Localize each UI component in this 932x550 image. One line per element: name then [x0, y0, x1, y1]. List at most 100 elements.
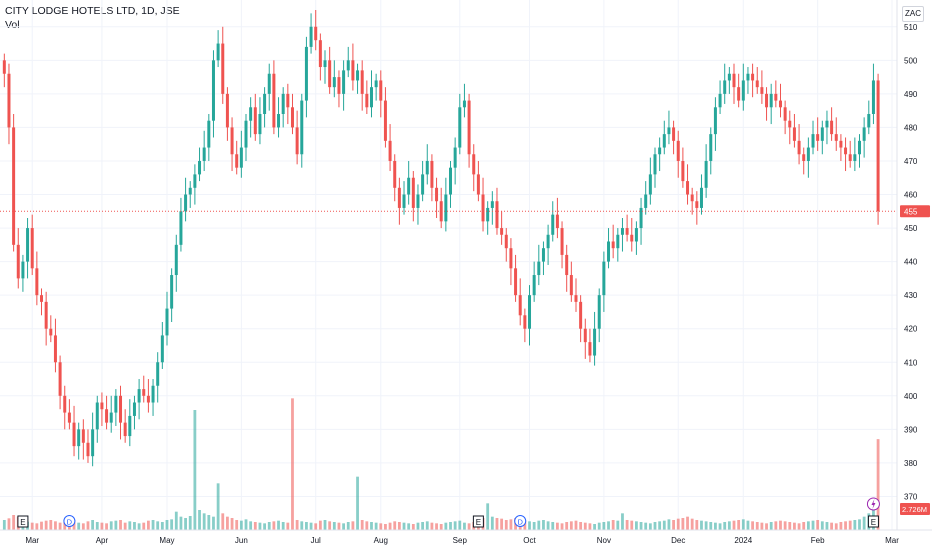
candle-body — [81, 429, 85, 443]
candle-body — [834, 134, 838, 141]
candle-body — [848, 154, 852, 161]
candle-body — [263, 93, 267, 114]
volume-bar — [751, 521, 754, 530]
candle-body — [825, 120, 829, 128]
candle-body — [328, 60, 332, 88]
volume-bar — [509, 519, 513, 530]
candle-body — [867, 114, 871, 128]
candle-body — [862, 127, 866, 141]
candle-body — [360, 70, 364, 94]
volume-bar — [858, 519, 861, 530]
lightning-glyph-icon — [871, 499, 876, 509]
volume-badge-label: 2.726M — [902, 505, 927, 514]
volume-bar — [170, 519, 174, 530]
candle-body — [179, 211, 183, 245]
candle-body — [86, 442, 90, 457]
candle-body — [788, 120, 792, 128]
volume-bar — [272, 521, 276, 530]
volume-bar — [709, 522, 713, 530]
volume-bar — [156, 521, 160, 530]
volume-bar — [546, 521, 550, 530]
volume-bar — [160, 522, 164, 530]
volume-bar — [820, 521, 824, 530]
candle-body — [616, 234, 620, 249]
currency-button[interactable]: ZAC — [902, 6, 924, 22]
volume-bar — [193, 410, 197, 530]
candle-body — [421, 174, 425, 195]
volume-legend-label: Vol — [5, 19, 20, 31]
volume-bar — [109, 521, 113, 530]
volume-bar — [811, 520, 815, 530]
candle-body — [444, 194, 448, 222]
candle-body — [797, 140, 801, 155]
price-axis-tick-label: 390 — [904, 425, 918, 434]
price-axis-tick-label: 460 — [904, 191, 918, 200]
volume-bar — [667, 519, 671, 530]
candle-body — [300, 100, 304, 155]
candle-body — [49, 328, 53, 336]
candle-body — [95, 402, 99, 430]
volume-bar — [221, 513, 225, 530]
candle-body — [644, 194, 648, 208]
candle-body — [690, 194, 694, 202]
volume-bar — [504, 520, 508, 530]
price-axis-tick-label: 480 — [904, 123, 918, 132]
candle-body — [63, 395, 67, 413]
volume-bar — [844, 521, 847, 530]
volume-bar — [714, 522, 717, 530]
volume-bar — [658, 521, 662, 530]
chart-title: CITY LODGE HOTELS LTD, 1D, JSE — [5, 5, 180, 17]
volume-bar — [741, 519, 745, 530]
earnings-marker-icon — [867, 515, 879, 528]
candle-body — [216, 43, 220, 61]
volume-bar — [834, 523, 838, 530]
candle-body — [137, 389, 141, 403]
candle-body — [207, 120, 211, 148]
volume-bar — [393, 521, 397, 530]
candle-body — [435, 187, 439, 202]
candle-body — [211, 60, 215, 121]
candle-body — [374, 80, 378, 88]
volume-bar — [351, 521, 355, 530]
dividend-marker-label: D — [67, 518, 73, 527]
volume-bar — [95, 522, 99, 530]
volume-bar — [639, 522, 643, 530]
volume-bar — [439, 524, 443, 530]
candle-body — [30, 228, 34, 269]
candle-body — [662, 134, 666, 148]
volume-bar — [119, 520, 122, 530]
volume-bar — [328, 521, 332, 530]
candle-body — [379, 80, 383, 101]
candle-body — [709, 134, 713, 161]
volume-bar — [602, 522, 606, 530]
candle-body — [53, 335, 57, 363]
candle-body — [91, 429, 95, 457]
candle-body — [653, 154, 657, 175]
candle-body — [541, 248, 545, 262]
candle-body — [486, 207, 490, 222]
candle-body — [472, 154, 476, 175]
volume-bar — [425, 521, 429, 530]
time-axis-tick-label: Aug — [374, 536, 388, 545]
candle-body — [365, 93, 369, 108]
volume-bar — [574, 520, 578, 530]
volume-bar — [723, 522, 727, 530]
price-axis-tick-label: 500 — [904, 56, 918, 65]
volume-bar — [346, 522, 350, 530]
time-axis-tick-label: Oct — [523, 536, 536, 545]
last-price-badge-label: 455 — [904, 207, 918, 216]
volume-bar — [793, 522, 796, 530]
candle-body — [258, 114, 262, 135]
volume-bar — [235, 520, 239, 530]
volume-bar — [198, 510, 201, 530]
candle-body — [458, 107, 462, 148]
volume-bar — [486, 503, 490, 530]
candle-body — [588, 342, 592, 356]
volume-bar — [58, 522, 62, 530]
volume-bar — [830, 522, 834, 530]
candle-body — [244, 120, 248, 148]
time-axis-tick-label: Apr — [96, 536, 109, 545]
volume-bar — [449, 522, 452, 530]
earnings-marker-icon — [472, 515, 484, 528]
